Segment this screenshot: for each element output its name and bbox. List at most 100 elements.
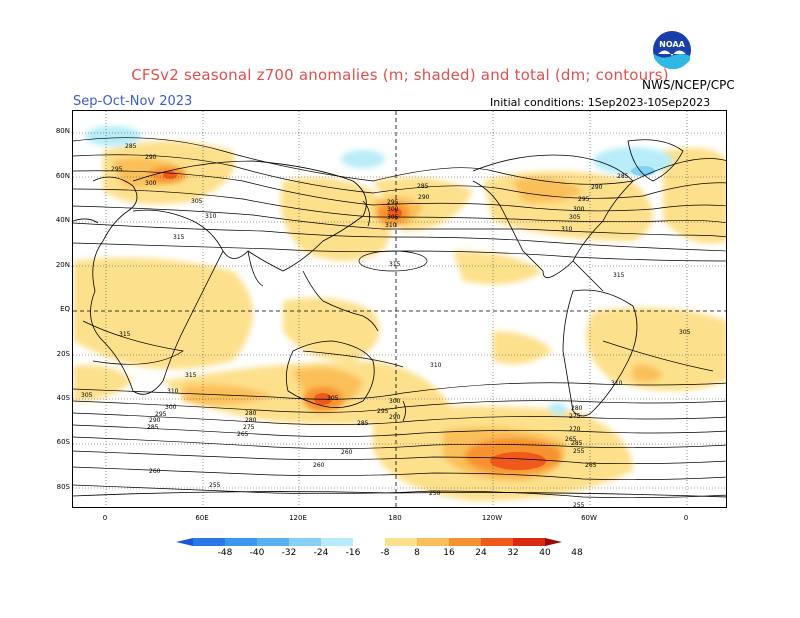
height-contours — [73, 137, 726, 499]
contour-label: 285 — [417, 183, 429, 190]
colorbar — [176, 538, 562, 546]
colorbar-cell — [225, 538, 257, 546]
anomaly-map: 285 290 295 300 305 310 315 285 290 295 … — [72, 110, 727, 508]
season-label: Sep-Oct-Nov 2023 — [73, 94, 193, 109]
contour-label: 290 — [149, 417, 161, 424]
colorbar-tick-label: -40 — [249, 548, 265, 558]
colorbar-arrow-right — [545, 538, 562, 546]
contour-label: 265 — [237, 431, 249, 438]
lat-label: 80S — [56, 483, 70, 491]
lat-label: 60S — [56, 438, 70, 446]
colorbar-tick-label: -24 — [313, 548, 329, 558]
colorbar-cell — [417, 538, 449, 546]
contour-label: 265 — [585, 462, 597, 469]
contour-label: 305 — [191, 198, 203, 205]
contour-label: 285 — [571, 440, 583, 447]
contour-label: 295 — [578, 196, 590, 203]
contour-label: 310 — [430, 362, 442, 369]
contour-label: 300 — [145, 180, 157, 187]
initial-conditions-label: Initial conditions: 1Sep2023-10Sep2023 — [490, 96, 711, 109]
contour-label: 255 — [573, 448, 585, 455]
contour-labels: 285 290 295 300 305 310 315 285 290 295 … — [81, 143, 691, 508]
contour-label: 280 — [245, 410, 257, 417]
contour-label: 295 — [111, 166, 123, 173]
contour-label: 290 — [591, 184, 603, 191]
coastlines — [73, 139, 726, 498]
contour-label: 280 — [571, 405, 583, 412]
contour-label: 270 — [569, 426, 581, 433]
colorbar-cell — [481, 538, 513, 546]
contour-label: 260 — [313, 462, 325, 469]
contour-label: 255 — [209, 482, 221, 489]
contour-label: 310 — [561, 226, 573, 233]
colorbar-tick-label: 32 — [507, 548, 519, 558]
contour-label: 300 — [389, 398, 401, 405]
lon-label: 60W — [581, 514, 597, 522]
contour-label: 305 — [569, 214, 581, 221]
contour-label: 300 — [573, 206, 585, 213]
noaa-logo-icon: NOAA — [653, 31, 691, 70]
contour-label: 290 — [418, 194, 430, 201]
contour-label: 260 — [341, 449, 353, 456]
contour-label: 300 — [165, 404, 177, 411]
lat-label: 80N — [55, 127, 70, 135]
chart-title: CFSv2 seasonal z700 anomalies (m; shaded… — [131, 66, 669, 84]
colorbar-tick-label: -8 — [380, 548, 390, 558]
lat-label: 40N — [55, 216, 70, 224]
colorbar-tick-label: 8 — [414, 548, 420, 558]
colorbar-tick-label: 16 — [443, 548, 455, 558]
lon-label: 180 — [388, 514, 402, 522]
colorbar-cell — [449, 538, 481, 546]
colorbar-arrow-left — [176, 538, 193, 546]
contour-label: 305 — [387, 214, 399, 221]
contour-label: 295 — [155, 411, 167, 418]
colorbar-cell — [321, 538, 353, 546]
lat-label: 60N — [55, 172, 70, 180]
lon-label: 0 — [683, 514, 689, 522]
contour-label: 255 — [573, 502, 585, 508]
anomaly-shading-negative — [85, 126, 673, 415]
lat-label: 20S — [56, 350, 70, 358]
colorbar-cell — [289, 538, 321, 546]
colorbar-cell — [257, 538, 289, 546]
org-label: NWS/NCEP/CPC — [642, 78, 735, 92]
contour-label: 285 — [357, 420, 369, 427]
contour-label: 265 — [565, 436, 577, 443]
colorbar-cell — [385, 538, 417, 546]
colorbar-tick-label: -48 — [217, 548, 233, 558]
lat-label: EQ — [60, 305, 70, 313]
contour-label: 315 — [389, 261, 401, 268]
colorbar-cell — [193, 538, 225, 546]
contour-label: 310 — [205, 213, 217, 220]
contour-label: 275 — [243, 424, 255, 431]
contour-label: 285 — [617, 173, 629, 180]
contour-label: 305 — [81, 392, 93, 399]
contour-label: 310 — [385, 222, 397, 229]
colorbar-cell — [513, 538, 545, 546]
contour-label: 310 — [167, 388, 179, 395]
colorbar-tick-label: -32 — [281, 548, 297, 558]
contour-label: 250 — [429, 490, 441, 497]
contour-label: 295 — [387, 199, 399, 206]
contour-label: 275 — [569, 413, 581, 420]
contour-label: 280 — [245, 417, 257, 424]
contour-label: 300 — [387, 206, 399, 213]
colorbar-tick-label: 48 — [571, 548, 583, 558]
lon-label: 60E — [195, 514, 209, 522]
contour-label: 285 — [147, 424, 159, 431]
contour-label: 305 — [327, 395, 339, 402]
colorbar-tick-label: -16 — [345, 548, 361, 558]
equator-dateline — [73, 111, 726, 507]
contour-label: 315 — [173, 234, 185, 241]
contour-label: 285 — [125, 143, 137, 150]
anomaly-shading-negative-strong — [631, 166, 655, 176]
contour-label: 315 — [119, 331, 131, 338]
map-canvas: 285 290 295 300 305 310 315 285 290 295 … — [73, 111, 726, 508]
contour-label: 290 — [145, 154, 157, 161]
graticule — [73, 111, 726, 507]
lon-label: 120W — [481, 514, 503, 522]
svg-text:NOAA: NOAA — [659, 40, 685, 49]
colorbar-tick-label: 24 — [475, 548, 487, 558]
contour-label: 310 — [611, 380, 623, 387]
contour-label: 305 — [679, 329, 691, 336]
